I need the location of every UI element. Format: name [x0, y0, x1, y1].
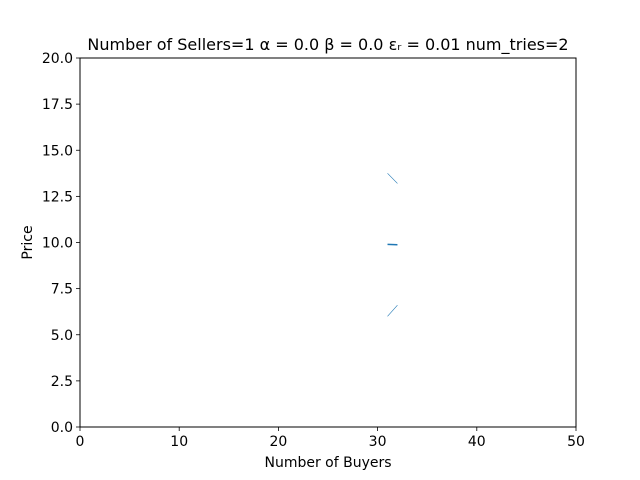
y-tick-label: 15.0 [42, 143, 73, 159]
y-tick-label: 12.5 [42, 189, 73, 205]
x-tick-label: 50 [567, 434, 585, 450]
y-tick-label: 5.0 [51, 328, 73, 344]
band-lower-line-0 [387, 305, 398, 317]
x-axis-label: Number of Buyers [264, 455, 391, 471]
x-tick-label: 0 [76, 434, 85, 450]
y-tick-label: 17.5 [42, 97, 73, 113]
band-upper-line-0 [387, 173, 398, 184]
axis-ticks: 0 10 20 30 40 50 0.0 2.5 5.0 7.5 10.0 12.5 15.0 17.5 2… [42, 51, 585, 450]
y-axis-label: Price [20, 225, 36, 259]
y-tick-label: 0.0 [51, 420, 73, 436]
y-tick-label: 2.5 [51, 374, 73, 390]
y-tick-label: 10.0 [42, 236, 73, 252]
y-tick-label: 20.0 [42, 51, 73, 67]
x-tick-label: 10 [170, 434, 188, 450]
x-tick-label: 20 [269, 434, 287, 450]
chart-title: Number of Sellers=1 α = 0.0 β = 0.0 εᵣ =… [87, 35, 568, 55]
y-tick-label: 7.5 [51, 282, 73, 298]
x-tick-label: 40 [468, 434, 486, 450]
x-tick-label: 30 [369, 434, 387, 450]
plot-area [387, 173, 398, 317]
